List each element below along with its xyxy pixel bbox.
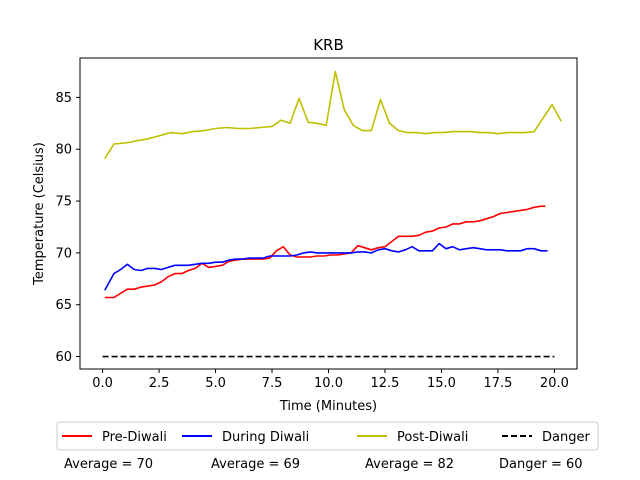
y-tick-label: 65	[55, 298, 72, 313]
average-label: Average = 82	[365, 457, 454, 472]
x-tick-label: 17.5	[483, 376, 512, 391]
y-axis: 60 65 70 75 80 85	[55, 91, 80, 365]
legend-frame	[56, 421, 599, 451]
legend: Pre-Diwali During Diwali Post-Diwali Danger	[56, 421, 599, 451]
y-axis-label: Temperature (Celsius)	[32, 142, 47, 286]
y-tick-label: 70	[55, 246, 72, 261]
plot-lines	[102, 70, 562, 358]
x-tick-label: 2.5	[149, 376, 170, 391]
x-tick-label: 15.0	[427, 376, 456, 391]
legend-label: Danger	[542, 430, 590, 445]
x-tick-label: 5.0	[205, 376, 226, 391]
y-tick-label: 75	[55, 195, 72, 210]
chart-title: KRB	[313, 36, 344, 54]
x-axis: 0.0 2.5 5.0 7.5 10.0 12.5 15.0 17.5 20.0	[92, 369, 569, 391]
legend-label: Post-Diwali	[397, 430, 468, 445]
y-tick-label: 60	[55, 350, 72, 365]
legend-label: During Diwali	[222, 430, 309, 445]
average-label: Danger = 60	[499, 457, 583, 472]
x-tick-label: 12.5	[371, 376, 400, 391]
y-tick-label: 80	[55, 143, 72, 158]
series-line-during-diwali	[104, 242, 548, 291]
averages-row: Average = 70 Average = 69 Average = 82 Dang…	[64, 457, 583, 472]
average-label: Average = 70	[64, 457, 153, 472]
x-tick-label: 20.0	[540, 376, 569, 391]
x-axis-label: Time (Minutes)	[279, 399, 377, 414]
average-label: Average = 69	[211, 457, 300, 472]
y-tick-label: 85	[55, 91, 72, 106]
x-tick-label: 7.5	[262, 376, 283, 391]
legend-label: Pre-Diwali	[102, 430, 167, 445]
x-tick-label: 10.0	[314, 376, 343, 391]
series-line-pre-diwali	[104, 205, 546, 299]
series-line-post-diwali	[104, 70, 562, 160]
x-tick-label: 0.0	[92, 376, 113, 391]
